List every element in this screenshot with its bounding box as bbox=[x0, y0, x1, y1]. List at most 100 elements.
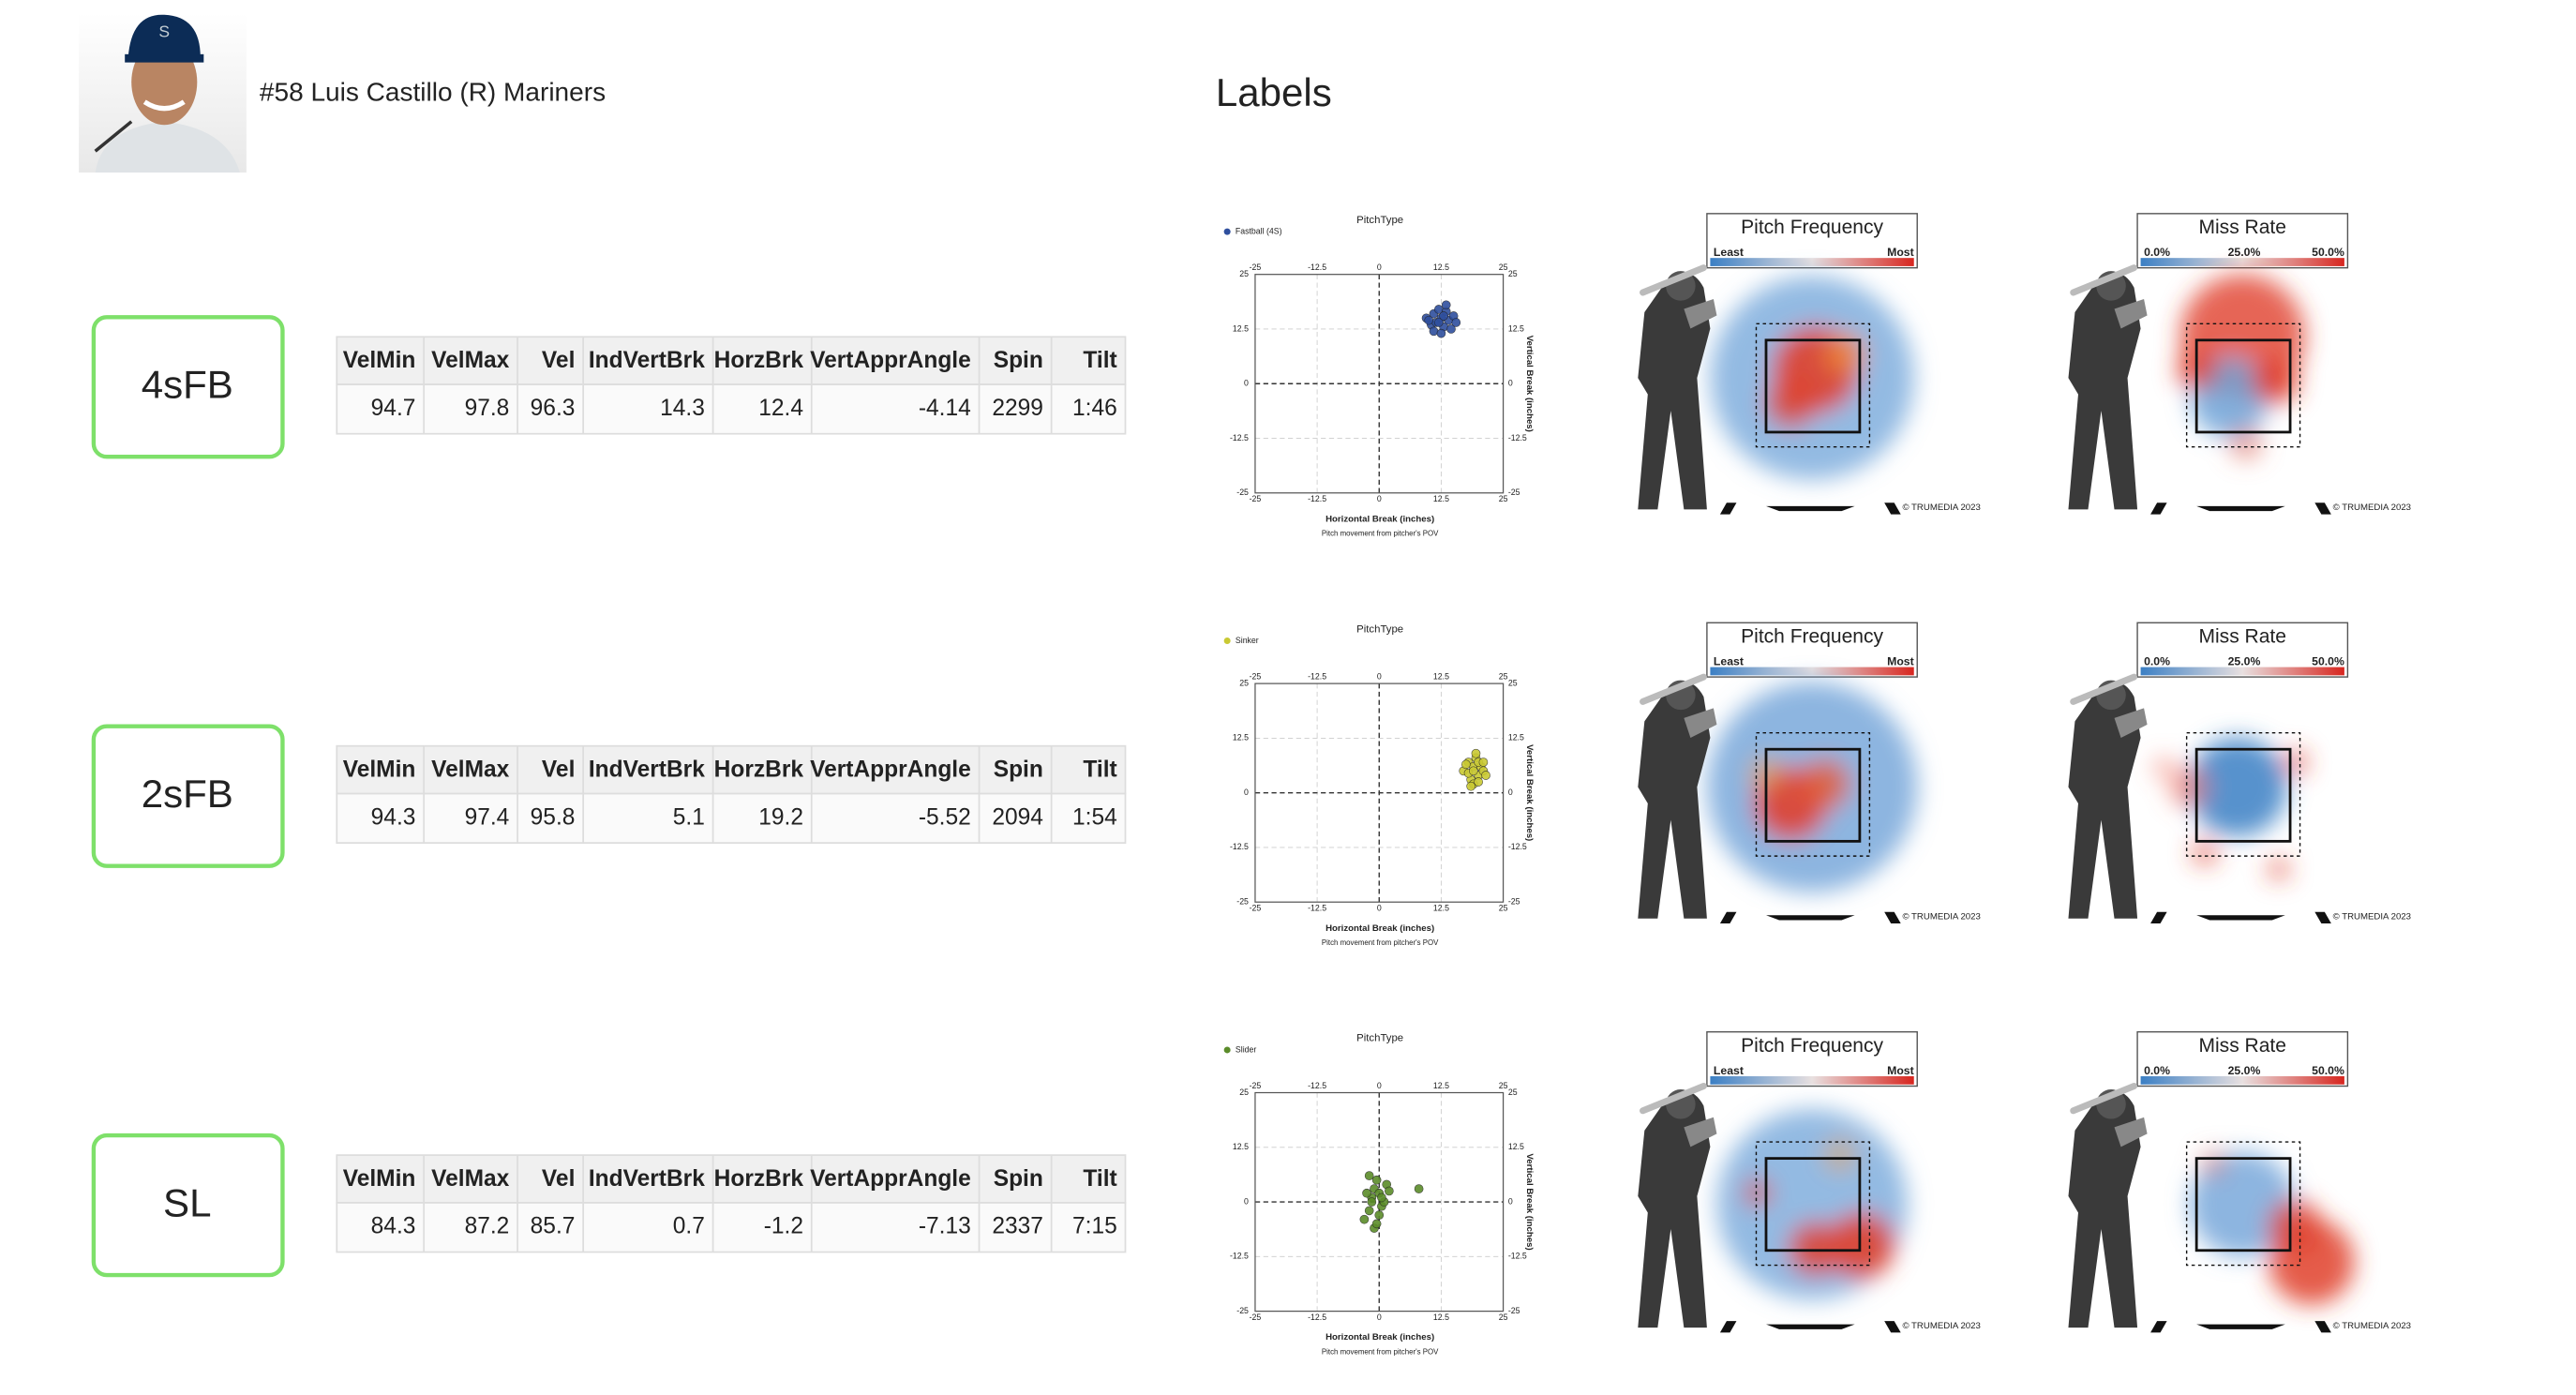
legend-marker bbox=[1223, 638, 1231, 645]
x-tick-label: 25 bbox=[1499, 904, 1508, 913]
table-cell: 97.8 bbox=[465, 396, 510, 421]
table-header-bg bbox=[336, 336, 1127, 385]
heat-blob bbox=[1800, 758, 1850, 809]
x-axis-label: Horizontal Break (inches) bbox=[1325, 1332, 1434, 1342]
y-tick-label: -12.5 bbox=[1508, 842, 1527, 851]
plate-left bbox=[2150, 911, 2167, 923]
x-tick-label: 0 bbox=[1377, 904, 1382, 913]
heatmap-density bbox=[1716, 1109, 1908, 1300]
y-tick-label: -25 bbox=[1236, 1306, 1249, 1315]
table-header-cell: VelMin bbox=[343, 348, 416, 373]
scatter-point bbox=[1481, 771, 1490, 780]
table-cell: 2094 bbox=[992, 804, 1043, 830]
copyright: © TRUMEDIA 2023 bbox=[2333, 912, 2411, 922]
plate-right bbox=[1884, 911, 1901, 923]
plate-right bbox=[2314, 911, 2331, 923]
batter bbox=[2068, 1090, 2141, 1328]
heat-blob bbox=[1828, 1212, 1895, 1279]
table-cell: 2299 bbox=[992, 396, 1043, 421]
home-plate bbox=[1765, 1324, 1855, 1329]
heatmap-title: Miss Rate bbox=[2199, 1035, 2286, 1057]
scatter-point bbox=[1371, 1175, 1382, 1185]
heatmap-title: Miss Rate bbox=[2199, 626, 2286, 648]
scatter-point bbox=[1433, 318, 1444, 327]
scatter-point bbox=[1429, 326, 1439, 337]
y-tick-label: 12.5 bbox=[1508, 733, 1524, 742]
table-header-cell: VelMax bbox=[431, 1166, 509, 1192]
heat-blob bbox=[1825, 333, 1865, 373]
copyright: © TRUMEDIA 2023 bbox=[1902, 912, 1980, 922]
heatmap-density bbox=[2153, 737, 2309, 881]
batter bbox=[2068, 682, 2141, 919]
home-plate bbox=[1765, 915, 1855, 921]
home-plate bbox=[1765, 505, 1855, 512]
heatmap-scale-label: Least bbox=[1714, 1064, 1744, 1077]
plate-left bbox=[1719, 1321, 1737, 1333]
scatter-point bbox=[1377, 1192, 1386, 1203]
heatmap-scale-label: 0.0% bbox=[2144, 246, 2170, 259]
plot-frame bbox=[1254, 1091, 1505, 1312]
table-cell: 84.3 bbox=[371, 1214, 416, 1239]
legend-marker bbox=[1223, 228, 1231, 235]
x-tick-label: 12.5 bbox=[1433, 671, 1449, 681]
y-tick-label: 12.5 bbox=[1508, 1142, 1524, 1151]
scatter-note: Pitch movement from pitcher's POV bbox=[1322, 1348, 1439, 1357]
copyright: © TRUMEDIA 2023 bbox=[1902, 1321, 1980, 1331]
y-axis-label: Vertical Break (inches) bbox=[1524, 336, 1535, 432]
x-tick-label: -25 bbox=[1250, 1312, 1262, 1322]
table-header-cell: VertApprAngle bbox=[810, 1166, 971, 1192]
plate-left bbox=[1719, 911, 1737, 923]
scatter-point bbox=[1469, 766, 1478, 776]
bat bbox=[1640, 1082, 1707, 1115]
batter-arms bbox=[2114, 298, 2148, 329]
home-plate bbox=[2196, 505, 2285, 512]
pitch-row: 4sFB VelMin 94.7 VelMax 97.8 Vel 96.3 IndVertBr… bbox=[91, 213, 2411, 538]
scatter-point bbox=[1424, 315, 1434, 325]
heat-blob bbox=[2191, 839, 2218, 866]
heatmap-scale-bar bbox=[1710, 1075, 1914, 1085]
x-tick-label: -12.5 bbox=[1308, 904, 1326, 913]
table-header-cell: Vel bbox=[542, 348, 575, 373]
table-cell: 5.1 bbox=[673, 804, 705, 830]
table-row-bg bbox=[336, 792, 1127, 844]
table-cell: 94.7 bbox=[371, 396, 416, 421]
pitch-rows: 4sFB VelMin 94.7 VelMax 97.8 Vel 96.3 IndVertBr… bbox=[91, 213, 2411, 1357]
bat bbox=[2070, 673, 2138, 705]
x-tick-label: 12.5 bbox=[1433, 904, 1449, 913]
bat bbox=[2070, 1082, 2138, 1115]
table-header-cell: IndVertBrk bbox=[589, 348, 705, 373]
heatmap-scale-label: 0.0% bbox=[2144, 1064, 2170, 1077]
strike-zone bbox=[1764, 338, 1862, 434]
table-header-cell: Spin bbox=[994, 757, 1043, 782]
scatter-point bbox=[1471, 748, 1481, 758]
batter-arms bbox=[1684, 1117, 1717, 1148]
heat-blob bbox=[2267, 857, 2291, 881]
scatter-point bbox=[1364, 1171, 1374, 1180]
table-cell: 87.2 bbox=[465, 1214, 510, 1239]
plate-right bbox=[1884, 502, 1901, 515]
x-tick-label: -12.5 bbox=[1308, 1312, 1326, 1322]
y-tick-label: -25 bbox=[1508, 897, 1520, 907]
y-tick-label: 0 bbox=[1508, 1196, 1513, 1206]
scatter-point bbox=[1446, 324, 1456, 334]
table-header-bg bbox=[336, 1154, 1127, 1204]
y-tick-label: 25 bbox=[1508, 1088, 1518, 1097]
pitch-label: 4sFB bbox=[142, 363, 233, 407]
plate-right bbox=[1884, 1321, 1901, 1333]
y-axis-label: Vertical Break (inches) bbox=[1524, 744, 1535, 841]
scatter-point bbox=[1441, 300, 1451, 310]
heatmap-density bbox=[1710, 276, 1914, 480]
legend-label: Fastball (4S) bbox=[1236, 226, 1282, 235]
heatmap-scale-bar bbox=[1710, 258, 1914, 266]
bat bbox=[1640, 264, 1707, 296]
heat-blob bbox=[2229, 427, 2263, 460]
heatmap-scale-label: Most bbox=[1887, 246, 1914, 259]
legend-label: Slider bbox=[1236, 1044, 1256, 1054]
scatter-point bbox=[1478, 758, 1489, 767]
heat-blob bbox=[2190, 1151, 2296, 1257]
scatter-point bbox=[1436, 328, 1446, 338]
y-tick-label: 0 bbox=[1244, 379, 1249, 388]
x-tick-label: -12.5 bbox=[1308, 494, 1326, 503]
table-row-bg bbox=[336, 383, 1127, 435]
